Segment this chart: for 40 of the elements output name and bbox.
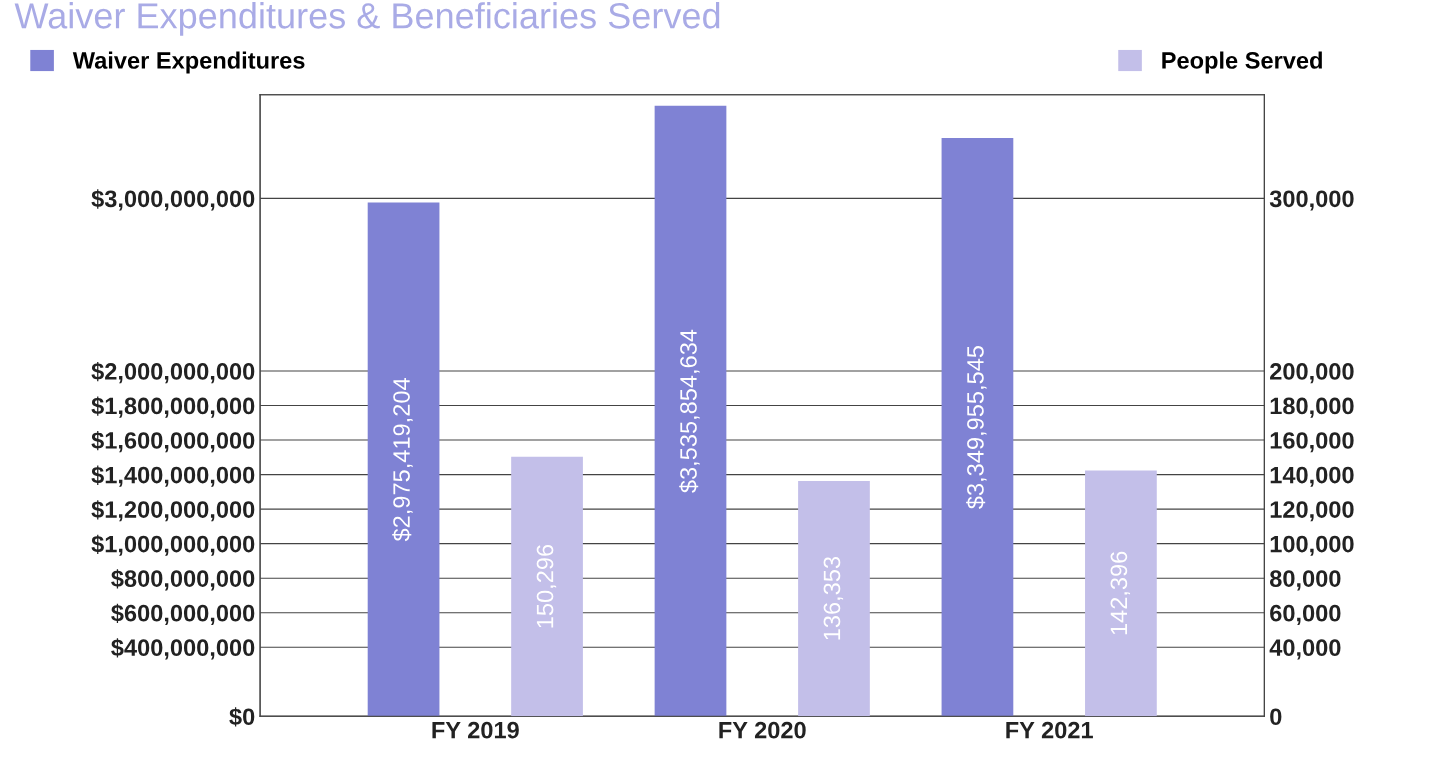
y2-tick-label: 0	[1270, 708, 1282, 726]
y-tick-label: $2,000,000,000	[91, 362, 255, 384]
data-label: 142,396	[1110, 551, 1131, 635]
data-label: 150,296	[536, 544, 557, 628]
y2-tick-label: 140,000	[1270, 466, 1354, 487]
y-tick-label: $400,000,000	[111, 638, 255, 660]
bar	[654, 105, 727, 717]
y-tick-label: $1,800,000,000	[91, 396, 255, 418]
y-tick-label: $3,000,000,000	[91, 189, 255, 211]
x-tick-label: FY 2020	[719, 721, 806, 739]
y-tick-label: $1,200,000,000	[91, 500, 255, 522]
x-tick-label: FY 2021	[1006, 721, 1093, 739]
data-label: $3,349,955,545	[966, 346, 987, 509]
legend-label: People Served	[1162, 51, 1322, 74]
bar	[1085, 470, 1157, 717]
y-tick-label: $1,600,000,000	[91, 431, 255, 453]
bar	[941, 137, 1014, 717]
legend-label: Waiver Expenditures	[72, 51, 305, 74]
y2-tick-label: 100,000	[1270, 535, 1354, 556]
y-tick-label: $1,000,000,000	[91, 534, 255, 556]
y-tick-label: $600,000,000	[111, 603, 255, 625]
data-label: 136,353	[823, 556, 844, 640]
bar	[798, 480, 870, 717]
y2-tick-label: 180,000	[1270, 397, 1354, 418]
bar	[511, 456, 583, 717]
y2-tick-label: 120,000	[1270, 501, 1354, 522]
y2-tick-label: 200,000	[1270, 363, 1354, 384]
y-tick-label: $1,400,000,000	[91, 465, 255, 487]
y2-tick-label: 160,000	[1270, 432, 1354, 453]
x-tick-label: FY 2019	[432, 721, 519, 739]
y2-tick-label: 40,000	[1269, 639, 1341, 660]
data-label: $2,975,419,204	[392, 378, 413, 542]
y2-tick-label: 80,000	[1269, 570, 1341, 591]
y-tick-label: $0	[229, 707, 255, 727]
y2-tick-label: 60,000	[1270, 604, 1341, 625]
y-tick-label: $800,000,000	[111, 569, 255, 591]
y2-tick-label: 300,000	[1269, 190, 1354, 211]
chart-title: Waiver Expenditures & Beneficiaries Served	[14, 2, 720, 36]
data-label: $3,535,854,634	[679, 329, 700, 493]
bar	[367, 202, 440, 717]
